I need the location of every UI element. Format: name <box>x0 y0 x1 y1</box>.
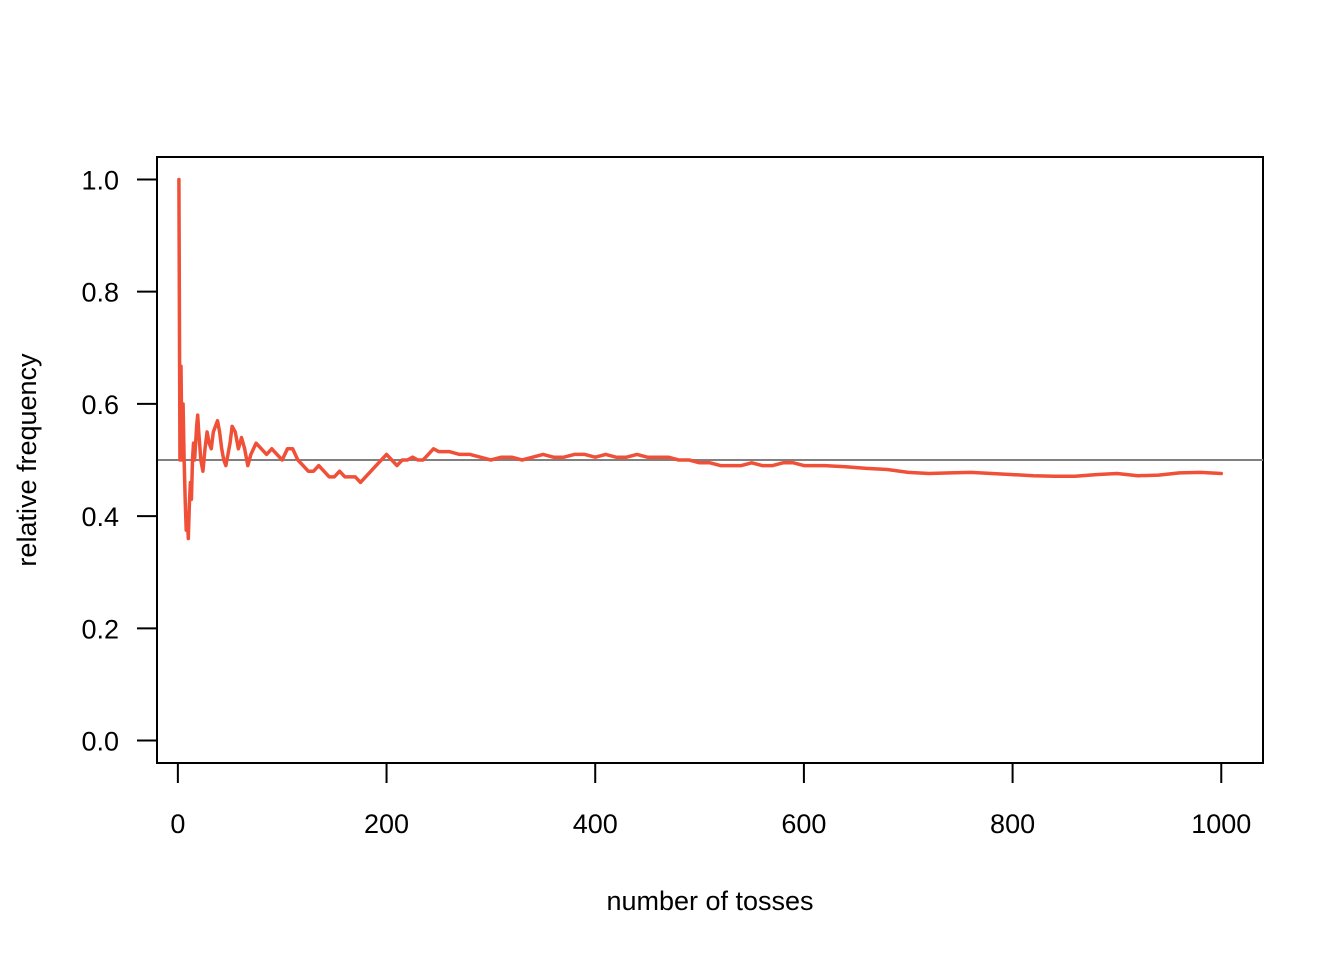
x-tick-label: 1000 <box>1191 809 1251 839</box>
y-tick-label: 0.2 <box>81 614 119 644</box>
x-tick-label: 0 <box>170 809 185 839</box>
x-axis-title: number of tosses <box>606 886 813 916</box>
y-axis-title: relative frequency <box>12 353 42 567</box>
x-axis: 0 200 400 600 800 1000 <box>170 762 1251 839</box>
y-tick-label: 0.4 <box>81 502 119 532</box>
x-tick-label: 800 <box>990 809 1035 839</box>
y-axis: 0.0 0.2 0.4 0.6 0.8 1.0 <box>81 165 158 757</box>
series-line <box>177 177 1224 541</box>
x-tick-label: 600 <box>781 809 826 839</box>
x-tick-label: 400 <box>573 809 618 839</box>
x-tick-label: 200 <box>364 809 409 839</box>
y-tick-label: 0.8 <box>81 278 119 308</box>
y-tick-label: 0.6 <box>81 390 119 420</box>
y-tick-label: 0.0 <box>81 727 119 757</box>
y-tick-label: 1.0 <box>81 165 119 195</box>
